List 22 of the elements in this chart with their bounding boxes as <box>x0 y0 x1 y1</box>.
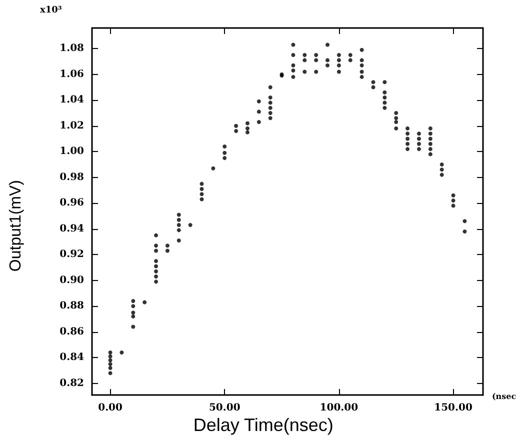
y-tick-label: 1.06 <box>60 68 84 80</box>
y-tick-label: 0.96 <box>60 198 84 209</box>
text: x10³ <box>40 6 62 16</box>
y-tick-label: 0.82 <box>60 378 84 389</box>
y-tick-label: 0.92 <box>60 249 84 260</box>
y-tick-label: 0.86 <box>60 326 84 338</box>
x-tick-label: 100.00 <box>320 402 358 414</box>
text: (nsec <box>492 391 516 401</box>
y-tick-label: 0.94 <box>60 223 84 234</box>
y-tick-label: 0.84 <box>60 352 84 364</box>
x-tick-label: 150.00 <box>434 402 472 414</box>
y-tick-label: 0.88 <box>60 300 84 312</box>
y-tick-label: 1.00 <box>60 146 84 158</box>
y-tick-label: 0.90 <box>60 274 84 286</box>
y-tick-label: 1.02 <box>60 120 84 132</box>
x-tick-label: 0.00 <box>98 402 123 414</box>
y-tick-label: 1.08 <box>60 43 84 54</box>
x-axis-title: Delay Time(nsec) <box>193 415 334 435</box>
y-axis-title: Output1(mV) <box>8 180 24 272</box>
x-tick-label: 50.00 <box>208 402 240 414</box>
y-tick-label: 0.98 <box>60 172 84 183</box>
y-tick-label: 1.04 <box>60 94 84 106</box>
